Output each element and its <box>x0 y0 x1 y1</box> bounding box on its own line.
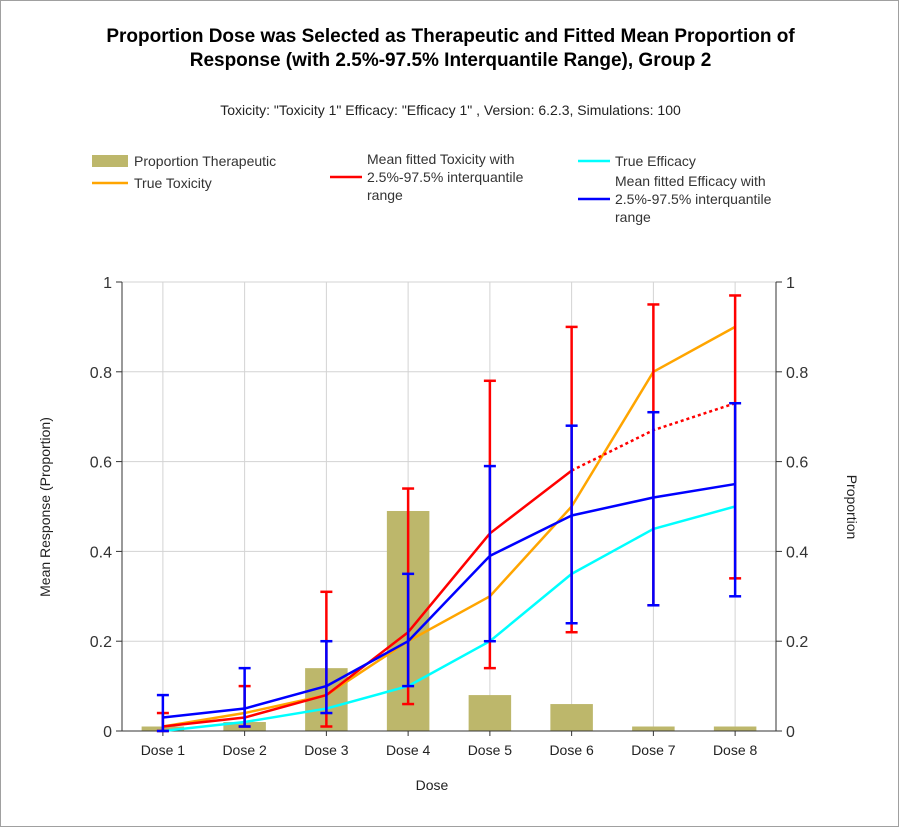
bar-proportion-therapeutic-7 <box>632 726 675 731</box>
y2-tick-label-3: 0.6 <box>786 455 808 472</box>
legend-label-fitted-efficacy-line1: Mean fitted Efficacy with <box>615 173 766 189</box>
bar-proportion-therapeutic-8 <box>713 726 757 731</box>
y2-tick-label-5: 1 <box>786 275 795 292</box>
legend-label-true-efficacy: True Efficacy <box>615 153 696 169</box>
y-tick-label-5: 1 <box>103 275 112 292</box>
legend-label-proportion-therapeutic: Proportion Therapeutic <box>134 153 276 169</box>
x-tick-label-6: Dose 6 <box>549 742 594 758</box>
legend-label-fitted-toxicity-line1: Mean fitted Toxicity with <box>367 151 515 167</box>
legend-label-fitted-efficacy-line2: 2.5%-97.5% interquantile <box>615 191 772 207</box>
y-tick-label-4: 0.8 <box>90 365 112 382</box>
bar-proportion-therapeutic-6 <box>550 704 593 731</box>
x-tick-label-3: Dose 3 <box>304 742 349 758</box>
legend-label-true-toxicity: True Toxicity <box>134 175 212 191</box>
y-tick-label-2: 0.4 <box>90 544 112 561</box>
line-true-efficacy <box>162 505 736 733</box>
y-tick-label-3: 0.6 <box>90 455 112 472</box>
legend-label-fitted-toxicity-line2: 2.5%-97.5% interquantile <box>367 169 524 185</box>
x-tick-label-1: Dose 1 <box>141 742 186 758</box>
legend-label-fitted-efficacy-line3: range <box>615 209 651 225</box>
x-axis-title: Dose <box>416 777 449 793</box>
line-fitted-toxicity <box>162 469 573 728</box>
y2-tick-label-0: 0 <box>786 724 795 741</box>
x-tick-label-4: Dose 4 <box>386 742 431 758</box>
y2-axis-title: Proportion <box>844 475 860 540</box>
bar-proportion-therapeutic-5 <box>468 695 512 731</box>
legend-label-fitted-toxicity-line3: range <box>367 187 403 203</box>
line-true-toxicity <box>162 325 736 728</box>
y2-tick-label-2: 0.4 <box>786 544 808 561</box>
line-fitted-efficacy <box>162 482 736 719</box>
y-tick-label-1: 0.2 <box>90 634 112 651</box>
chart-title-line2: Response (with 2.5%-97.5% Interquantile … <box>189 50 712 71</box>
y-axis-title: Mean Response (Proportion) <box>37 417 53 597</box>
plot-area: 0 0 0.2 0.2 0.4 0.4 0.6 0.6 0.8 0.8 1 1 Dose 1 Dose 2… <box>90 275 809 758</box>
x-tick-label-2: Dose 2 <box>222 742 267 758</box>
x-tick-label-5: Dose 5 <box>468 742 513 758</box>
y-tick-label-0: 0 <box>103 724 112 741</box>
chart-title: Proportion Dose was Selected as Therapeu… <box>1 25 899 73</box>
y2-tick-label-4: 0.8 <box>786 365 808 382</box>
x-tick-label-7: Dose 7 <box>631 742 676 758</box>
x-tick-label-8: Dose 8 <box>713 742 758 758</box>
y2-tick-label-1: 0.2 <box>786 634 808 651</box>
legend-swatch-proportion-therapeutic <box>92 155 128 167</box>
chart-subtitle: Toxicity: "Toxicity 1" Efficacy: "Effica… <box>220 102 681 118</box>
legend: Proportion Therapeutic True Toxicity Mea… <box>92 151 772 225</box>
chart-title-line1: Proportion Dose was Selected as Therapeu… <box>106 26 795 47</box>
